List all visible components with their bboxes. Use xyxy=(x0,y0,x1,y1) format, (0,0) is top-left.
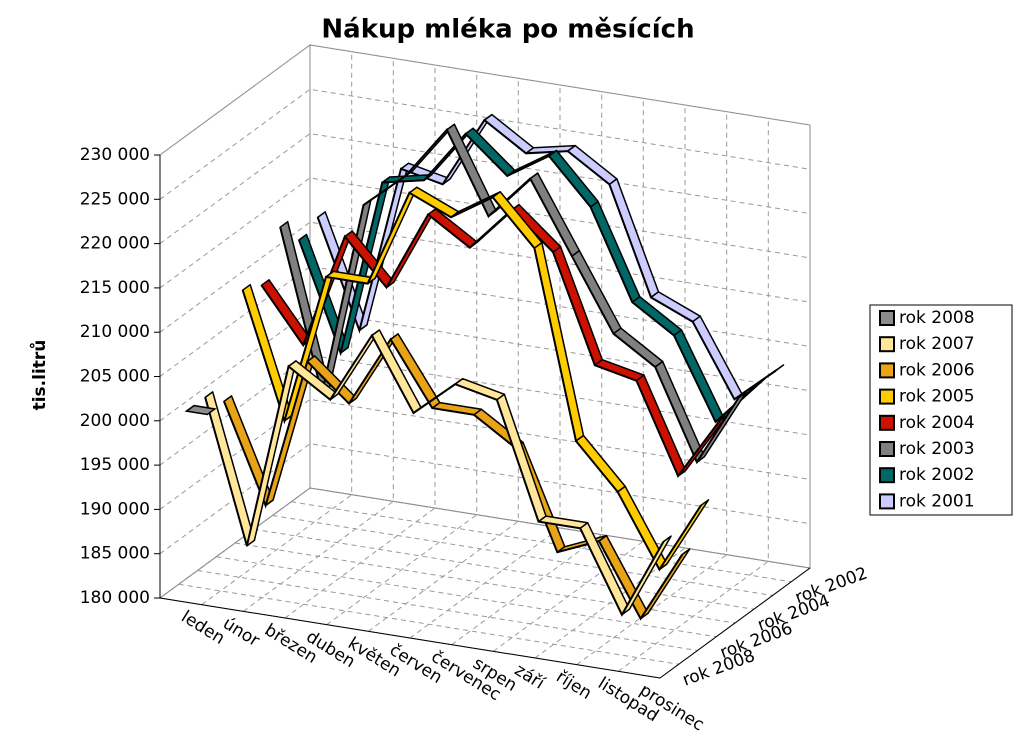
legend-swatch xyxy=(879,493,895,510)
depth-grid-line xyxy=(291,501,792,583)
y-tick-label: 185 000 xyxy=(80,544,150,564)
y-tick-label: 230 000 xyxy=(80,145,150,165)
legend-label: rok 2005 xyxy=(899,387,975,407)
x-grid-line xyxy=(493,98,644,652)
grid-line xyxy=(159,177,811,289)
ribbon-segment xyxy=(454,377,506,401)
x-tick-label: únor xyxy=(219,614,263,652)
legend-label: rok 2008 xyxy=(899,308,975,328)
x-grid-line xyxy=(326,71,478,626)
y-tick-label: 225 000 xyxy=(80,189,150,209)
depth-grid-line xyxy=(234,542,736,624)
ribbon-segment xyxy=(612,327,664,368)
y-tick-label: 210 000 xyxy=(80,322,150,342)
depth-grid-line xyxy=(197,570,698,651)
legend-label: rok 2007 xyxy=(899,334,975,354)
grid-line xyxy=(159,310,811,422)
depth-grid-line xyxy=(178,583,679,665)
grid-line xyxy=(159,398,811,510)
y-tick-label: 190 000 xyxy=(80,499,150,519)
x-grid-line xyxy=(576,111,728,666)
x-grid-line xyxy=(451,91,603,646)
series-line xyxy=(223,337,684,621)
depth-grid-line xyxy=(272,515,773,596)
x-tick-label: říjen xyxy=(553,667,596,704)
legend-swatch xyxy=(879,310,895,326)
grid-line xyxy=(159,88,811,200)
legend-label: rok 2006 xyxy=(899,360,975,380)
series-line xyxy=(241,191,702,572)
legend-label: rok 2002 xyxy=(899,465,975,485)
grid-line xyxy=(159,443,811,555)
x-grid-line xyxy=(534,105,686,659)
ribbon-segment xyxy=(575,434,626,493)
chart-title: Nákup mléka po měsících xyxy=(321,15,694,45)
depth-grid-line xyxy=(253,528,754,610)
y-tick-label: 215 000 xyxy=(80,278,150,298)
depth-tick-label: rok 2008 xyxy=(680,646,758,691)
y-tick-label: 200 000 xyxy=(80,411,150,431)
legend-swatch xyxy=(879,362,895,379)
y-tick-label: 180 000 xyxy=(80,588,150,608)
legend-swatch xyxy=(879,388,895,405)
series-line xyxy=(260,208,721,478)
ribbon-segment xyxy=(533,241,585,442)
x-grid-line xyxy=(618,118,769,672)
series-line xyxy=(298,132,758,424)
ribbon-segment xyxy=(608,178,660,299)
y-axis-title: tis.litrů xyxy=(28,340,50,411)
y-tick-label: 195 000 xyxy=(80,455,150,475)
depth-axis xyxy=(659,567,811,679)
legend-swatch xyxy=(879,414,895,431)
legend-label: rok 2004 xyxy=(899,413,975,433)
x-grid-line xyxy=(201,51,353,606)
legend-label: rok 2001 xyxy=(899,491,975,511)
x-tick-label: září xyxy=(511,660,549,694)
legend-label: rok 2003 xyxy=(899,439,975,459)
depth-grid-line xyxy=(216,556,717,638)
ribbon-point xyxy=(184,404,217,416)
x-grid-line xyxy=(409,85,561,639)
series-line xyxy=(316,118,777,401)
legend-swatch xyxy=(879,336,895,353)
ribbon-segment xyxy=(496,393,547,523)
legend-swatch xyxy=(879,441,895,457)
grid-line xyxy=(159,44,811,156)
y-tick-label: 205 000 xyxy=(80,367,150,387)
series-line xyxy=(204,333,665,617)
grid-line xyxy=(159,133,811,245)
legend-swatch xyxy=(879,467,895,484)
x-axis xyxy=(159,597,661,679)
grid-line xyxy=(159,354,811,466)
y-tick-label: 220 000 xyxy=(80,234,150,254)
ribbon-segment xyxy=(635,374,687,477)
grid-line xyxy=(159,265,811,377)
